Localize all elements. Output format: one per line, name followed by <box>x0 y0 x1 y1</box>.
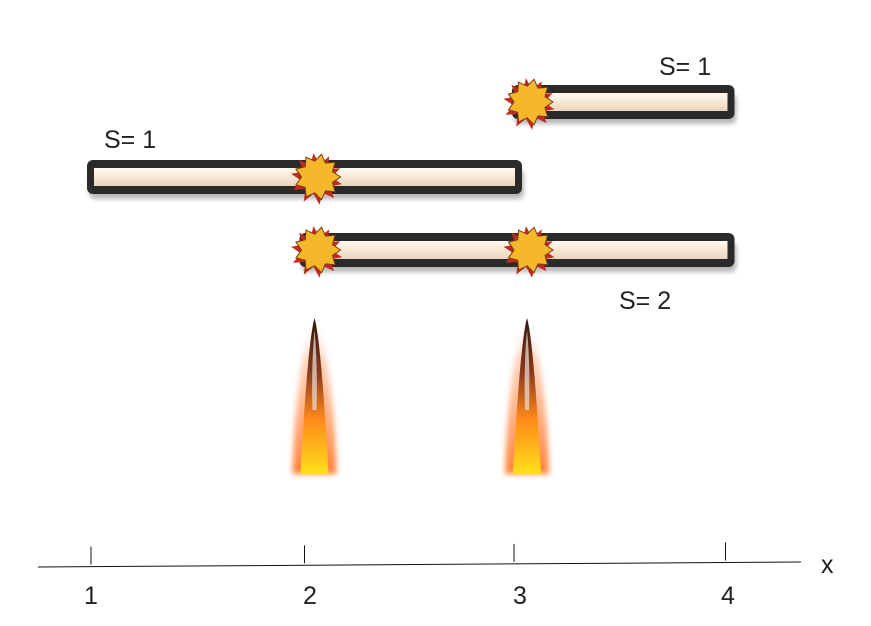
spark-inner <box>295 226 342 274</box>
axis-tick-label-3: 3 <box>513 582 527 610</box>
axis-tick-label-2: 2 <box>303 582 317 610</box>
flame-highlight <box>524 330 530 410</box>
stick-core <box>519 93 728 111</box>
spark-icon <box>291 226 342 278</box>
segment-label-middle: S= 1 <box>104 126 157 154</box>
spark-icon <box>503 226 555 278</box>
axis-tick-label-1: 1 <box>84 582 98 610</box>
stick-top <box>512 85 737 124</box>
flame-highlight <box>312 330 317 410</box>
axis-label-x: x <box>821 551 834 579</box>
segment-label-top: S= 1 <box>659 53 712 81</box>
axis-tick-label-4: 4 <box>721 582 735 610</box>
spark-inner <box>507 226 554 274</box>
spark-inner <box>295 153 342 201</box>
segment-label-bottom: S= 2 <box>619 287 672 315</box>
spark-icon <box>503 78 555 130</box>
spark-icon <box>291 153 342 205</box>
spark-inner <box>507 78 554 126</box>
flame-icon <box>292 312 337 474</box>
flame-icon <box>505 312 549 474</box>
axis-line <box>37 561 802 568</box>
